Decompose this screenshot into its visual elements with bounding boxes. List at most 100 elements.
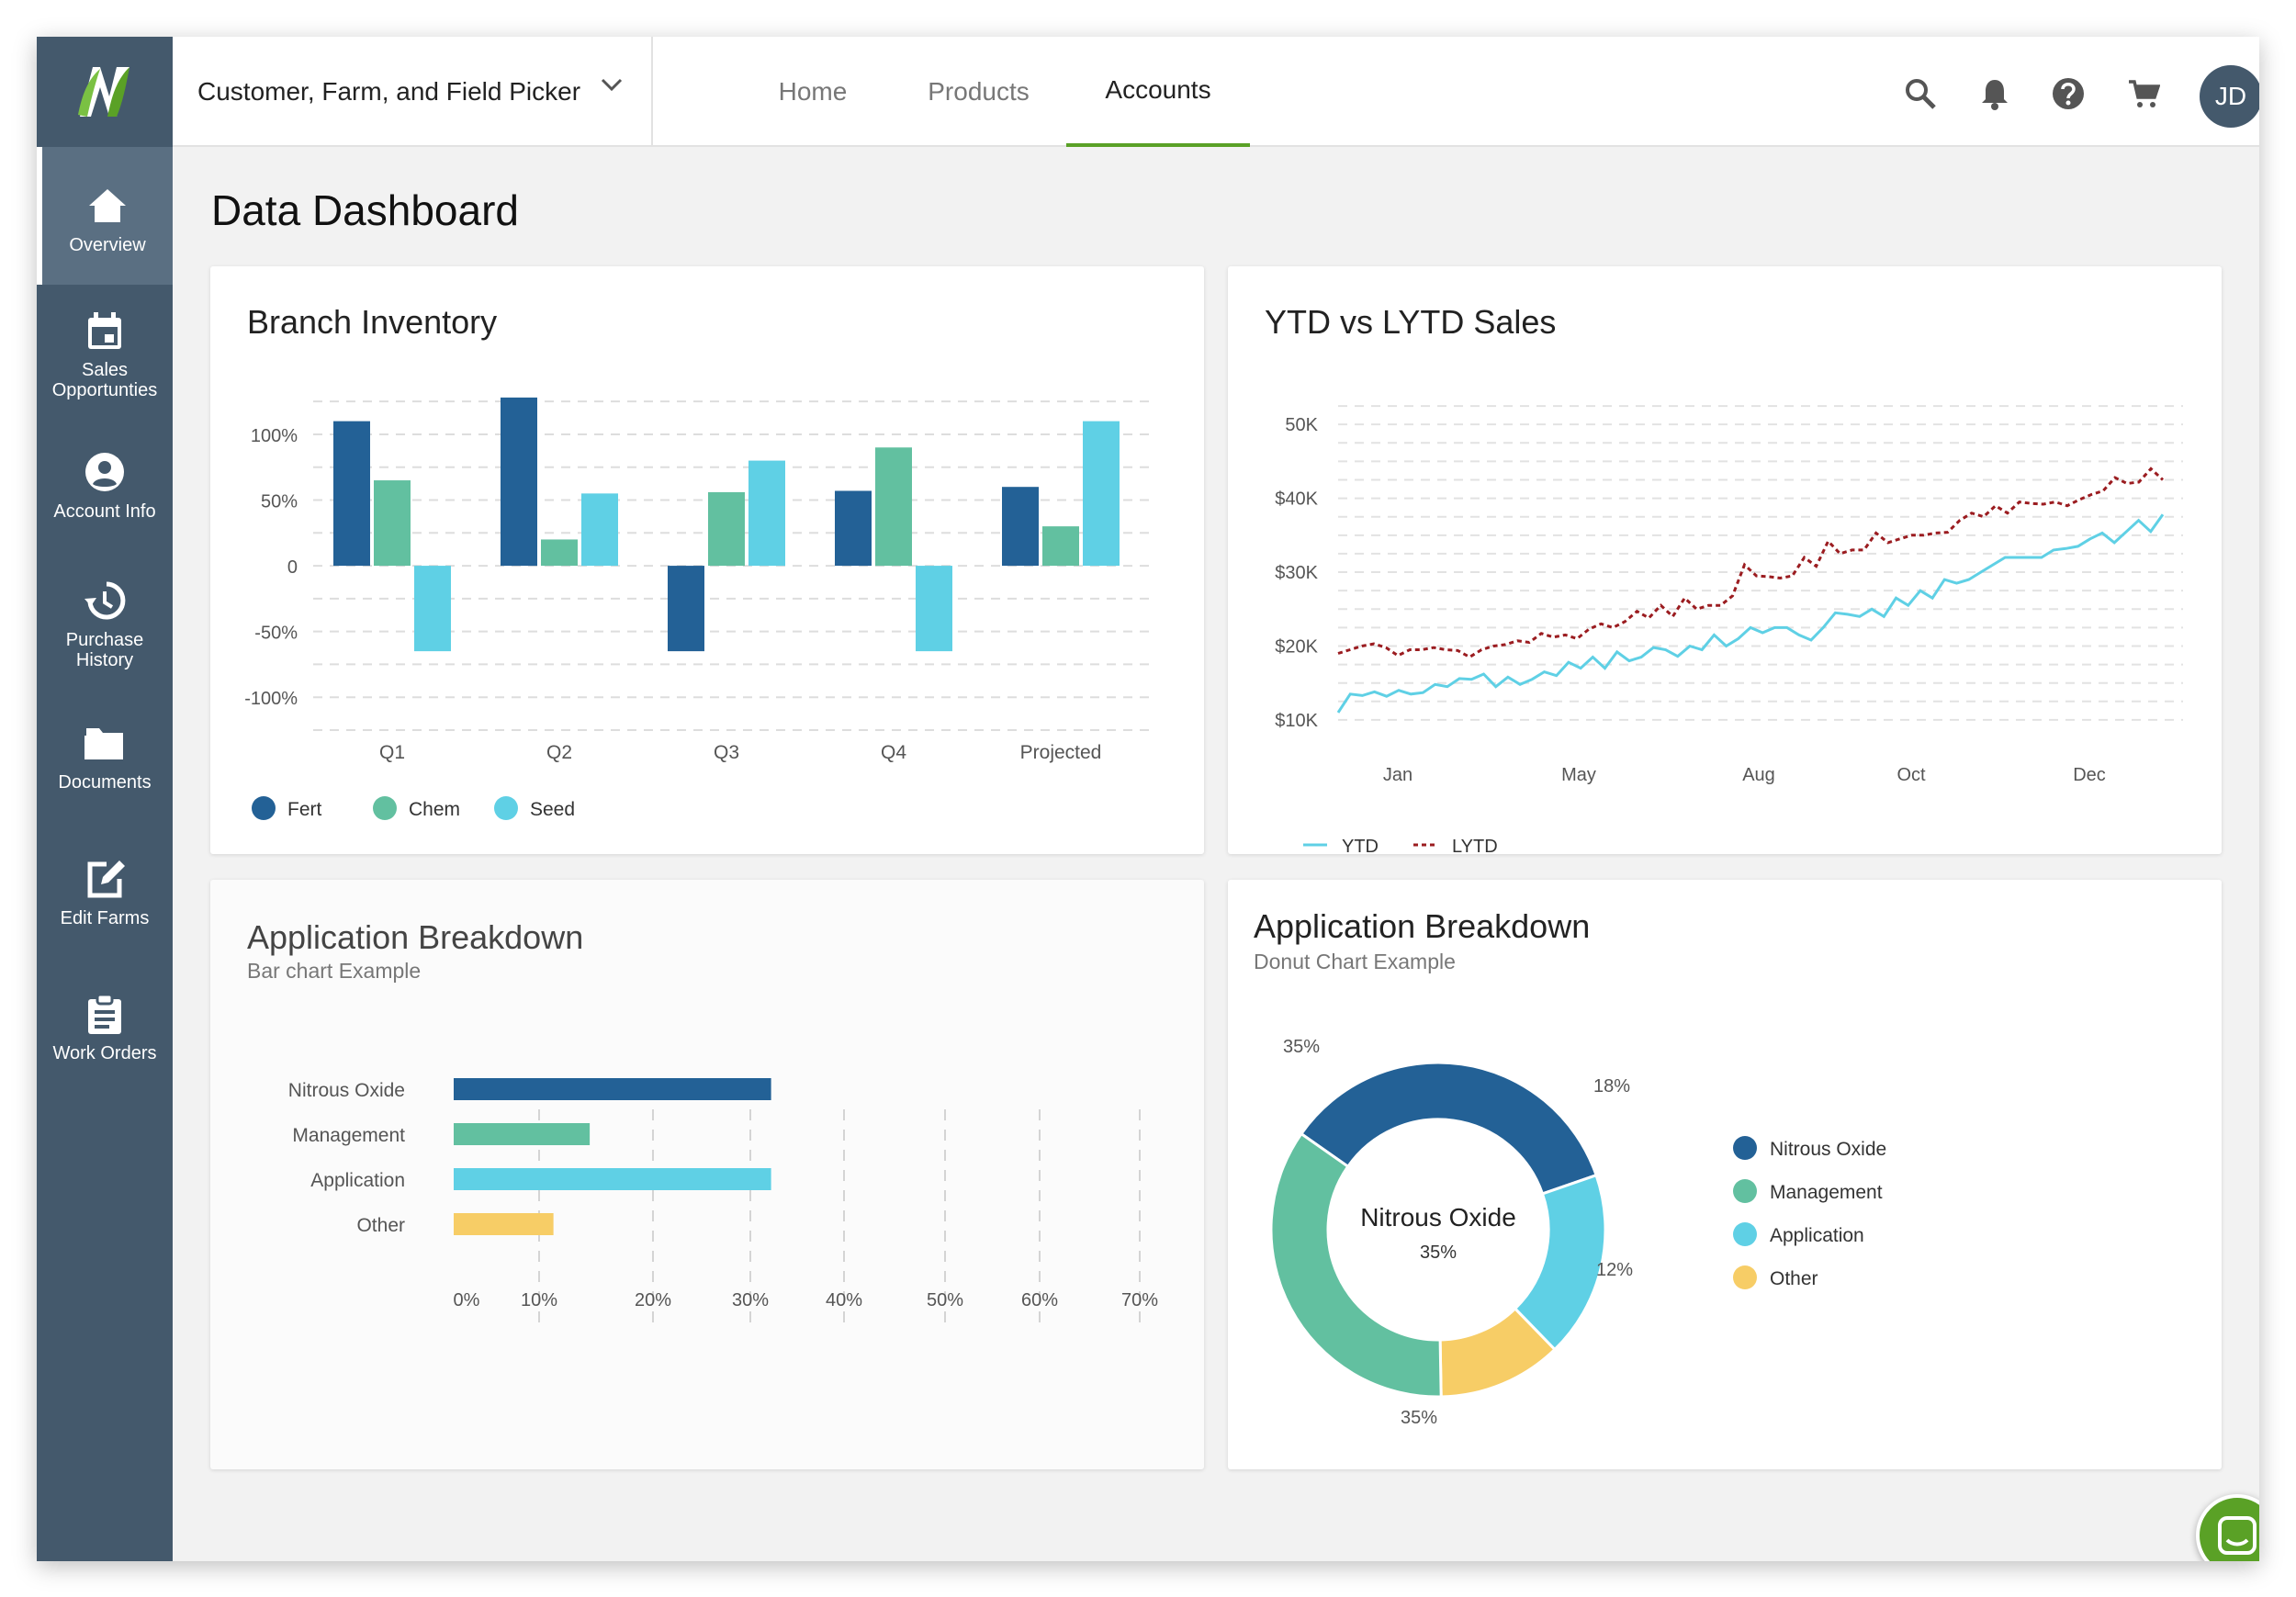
avatar-initials: JD <box>2214 82 2247 110</box>
sidebar-item-label: Work Orders <box>52 1043 157 1063</box>
avatar[interactable]: JD <box>2200 65 2259 128</box>
picker-label: Customer, Farm, and Field Picker <box>197 77 581 106</box>
branch-inventory-chart: 100% 50% 0 -50% -100% Q1 Q2 Q3 Q4 Projected Fert Ch… <box>244 397 1149 820</box>
bar-seed <box>916 566 952 652</box>
help-icon[interactable] <box>2052 77 2085 110</box>
sidebar-item-sales-opportunities[interactable]: Sales Opportunties <box>37 309 173 400</box>
legend-swatch <box>252 796 276 820</box>
legend-swatch <box>1733 1222 1757 1246</box>
donut-center-label: Nitrous Oxide <box>1360 1203 1516 1231</box>
sidebar-item-label: Documents <box>58 772 152 793</box>
card-subtitle: Donut Chart Example <box>1254 950 1456 973</box>
x-tick-label: 60% <box>1021 1290 1058 1310</box>
series-line-lytd <box>1337 467 2165 659</box>
slice-label: 12% <box>1596 1260 1633 1280</box>
series-line-ytd <box>1336 513 2165 714</box>
bar-chem <box>541 539 578 567</box>
bar-fert <box>1002 487 1039 567</box>
bell-icon[interactable] <box>1978 77 2011 110</box>
card-title: Application Breakdown <box>247 918 584 956</box>
slice-label: 18% <box>1593 1076 1630 1097</box>
x-tick-label: 20% <box>635 1290 671 1310</box>
bar-chem <box>374 480 411 567</box>
y-tick-label: $20K <box>1275 636 1318 657</box>
sidebar-item-label: Sales Opportunties <box>51 360 158 400</box>
x-tick-label: Q4 <box>881 742 906 763</box>
donut-center-value: 35% <box>1420 1243 1457 1263</box>
donut-slice-management <box>1269 1131 1443 1399</box>
x-tick-label: 40% <box>826 1290 862 1310</box>
sidebar-item-edit-farms[interactable]: Edit Farms <box>37 857 173 928</box>
sidebar-item-purchase-history[interactable]: Purchase History <box>37 579 173 670</box>
chat-icon <box>2218 1516 2257 1555</box>
sidebar-item-documents[interactable]: Documents <box>37 721 173 793</box>
y-tick-label: $30K <box>1275 563 1318 583</box>
y-tick-label: Management <box>292 1125 405 1146</box>
tab-home[interactable]: Home <box>744 37 882 147</box>
sidebar-item-label: Account Info <box>53 501 156 522</box>
tab-home-label: Home <box>778 77 848 106</box>
x-tick-label: 30% <box>732 1290 769 1310</box>
bar-application <box>454 1168 771 1190</box>
sidebar-item-label: Purchase History <box>65 630 144 670</box>
calendar-icon <box>88 312 121 349</box>
branch-inventory-card: Branch Inventory 100% 50% 0 -50% -100% Q1 Q2 Q3… <box>210 266 1204 854</box>
bar-seed <box>414 566 451 652</box>
legend-swatch <box>373 796 397 820</box>
tab-accounts-label: Accounts <box>1105 75 1211 104</box>
legend-swatch <box>1733 1179 1757 1203</box>
bar-fert <box>668 566 704 652</box>
cart-icon[interactable] <box>2127 77 2160 110</box>
legend-label: Nitrous Oxide <box>1770 1139 1886 1160</box>
sales-line-chart: 50K $40K $30K $20K $10K Jan May Aug Oct Dec YTD LYT… <box>1275 405 2183 854</box>
card-title: YTD vs LYTD Sales <box>1265 303 1557 341</box>
x-tick-label: Dec <box>2073 765 2106 785</box>
x-tick-label: Oct <box>1896 765 1926 785</box>
bar-nitrous-oxide <box>454 1078 771 1100</box>
x-tick-label: 50% <box>927 1290 963 1310</box>
home-icon <box>89 189 126 222</box>
bar-seed <box>748 460 785 567</box>
bar-seed <box>1083 421 1120 567</box>
tab-products[interactable]: Products <box>898 37 1059 147</box>
bar-other <box>454 1213 554 1235</box>
y-tick-label: 0 <box>287 557 298 578</box>
tab-products-label: Products <box>928 77 1030 106</box>
customer-farm-field-picker[interactable]: Customer, Farm, and Field Picker <box>173 37 653 147</box>
search-icon[interactable] <box>1904 77 1937 110</box>
card-title: Branch Inventory <box>247 303 498 341</box>
logo-icon <box>78 67 129 117</box>
slice-label: 35% <box>1401 1408 1437 1428</box>
sidebar-item-account-info[interactable]: Account Info <box>37 450 173 522</box>
chat-button[interactable] <box>2196 1494 2259 1561</box>
application-donut-chart: 35% 18% 12% 35% Nitrous Oxide 35% Nitrous Oxid… <box>1269 1037 1886 1428</box>
card-subtitle: Bar chart Example <box>247 959 422 983</box>
x-tick-label: 70% <box>1121 1290 1158 1310</box>
legend-label: Application <box>1770 1225 1864 1246</box>
x-tick-label: Q3 <box>714 742 739 763</box>
y-tick-label: -50% <box>254 624 298 644</box>
sidebar-item-label: Overview <box>69 235 146 255</box>
account-icon <box>85 453 124 491</box>
x-tick-label: Aug <box>1742 765 1775 785</box>
tab-accounts[interactable]: Accounts <box>1066 37 1250 147</box>
sidebar: Overview Sales Opportunties Account Info… <box>37 37 173 1561</box>
x-tick-label: May <box>1561 765 1596 785</box>
sidebar-item-work-orders[interactable]: Work Orders <box>37 992 173 1063</box>
legend-label: Chem <box>409 799 460 820</box>
y-tick-label: Application <box>310 1170 405 1191</box>
sales-card: YTD vs LYTD Sales 50K $40K $30K $20K $10K Jan… <box>1228 266 2222 854</box>
y-tick-label: 50% <box>261 492 298 512</box>
brand-logo[interactable] <box>37 37 173 147</box>
folder-icon <box>84 728 123 759</box>
legend-swatch <box>1733 1265 1757 1289</box>
sidebar-item-label: Edit Farms <box>60 908 150 928</box>
donut-slice-nitrous-oxide <box>1299 1061 1599 1196</box>
bar-seed <box>581 493 618 567</box>
bar-chem <box>708 491 745 567</box>
legend-label: Seed <box>530 799 575 820</box>
application-breakdown-donut-card: Application Breakdown Donut Chart Exampl… <box>1228 880 2222 1469</box>
edit-icon <box>87 860 125 898</box>
y-tick-label: 50K <box>1285 415 1318 435</box>
sidebar-item-overview[interactable]: Overview <box>37 147 173 285</box>
